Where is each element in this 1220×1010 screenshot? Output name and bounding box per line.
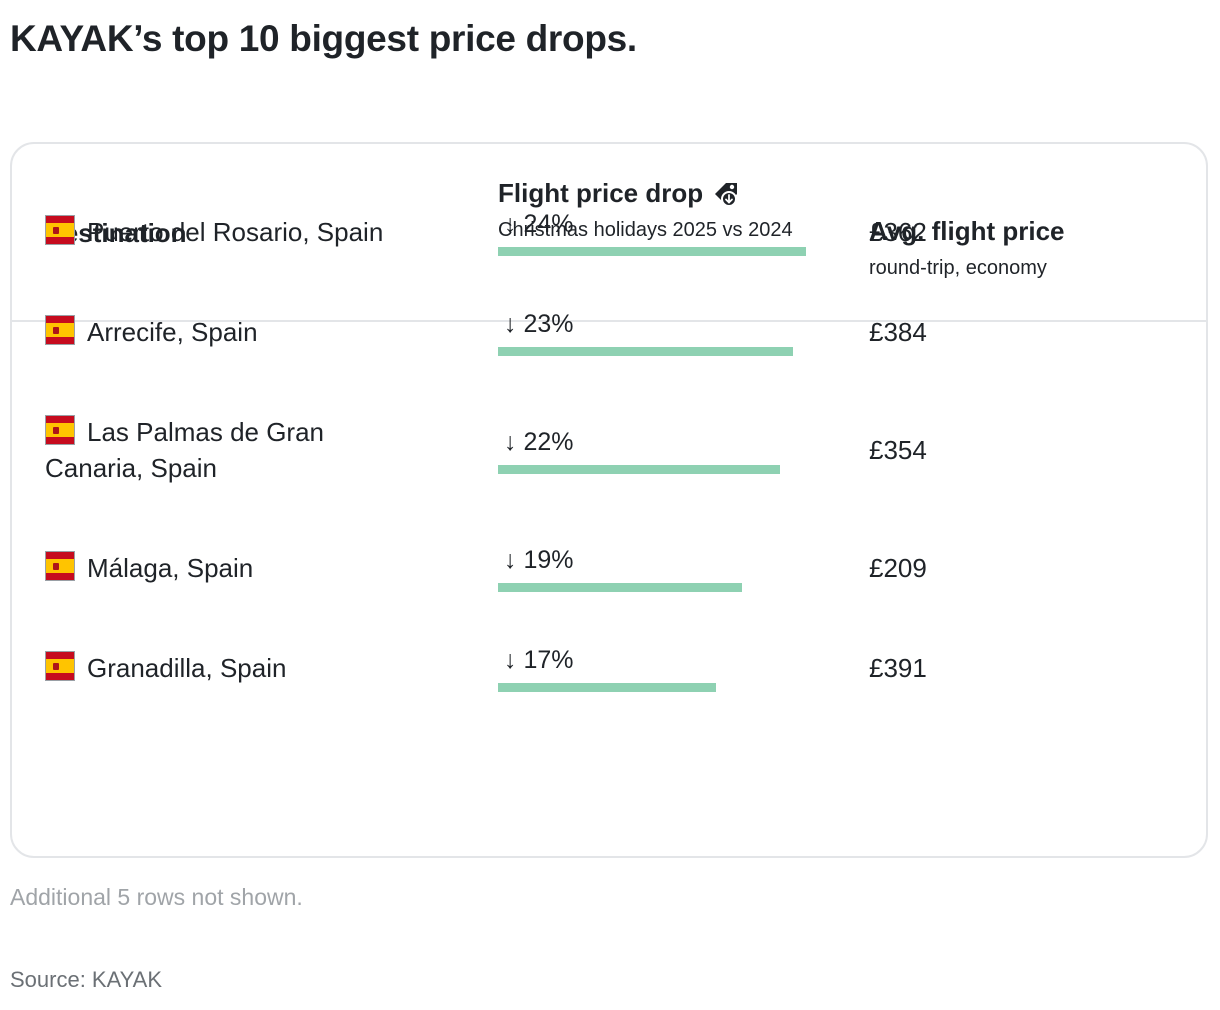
spain-flag-icon xyxy=(45,651,75,681)
price-tag-down-icon xyxy=(711,179,741,209)
avg-price-header-title: Avg. flight price xyxy=(869,216,1065,246)
destination-name: Arrecife, Spain xyxy=(87,317,258,347)
price-drop-bar xyxy=(498,583,742,592)
price-drop-cell: ↓ 24% xyxy=(498,209,806,256)
price-drop-bar xyxy=(498,247,806,256)
price-drop-label: ↓ 22% xyxy=(504,428,574,456)
price-drop-header-title-row: Flight price drop xyxy=(498,178,798,209)
destination-name: Granadilla, Spain xyxy=(87,653,287,683)
price-drop-bar xyxy=(498,347,793,356)
price-drop-label: ↓ 24% xyxy=(504,210,574,238)
price-drop-column-header: Flight price drop Christmas holidays 202… xyxy=(498,178,798,249)
destination-cell: Las Palmas de Gran Canaria, Spain xyxy=(45,414,415,486)
spain-flag-icon xyxy=(45,551,75,581)
table-header: Destination Flight price drop Christmas … xyxy=(12,144,1206,322)
avg-price-header-subtitle: round-trip, economy xyxy=(869,257,1047,279)
price-drop-label: ↓ 23% xyxy=(504,310,574,338)
price-drop-cell: ↓ 17% xyxy=(498,645,716,692)
price-drop-cell: ↓ 23% xyxy=(498,309,793,356)
destination-cell: Granadilla, Spain xyxy=(45,650,415,686)
price-drop-header-subtitle: Christmas holidays 2025 vs 2024 xyxy=(498,219,793,241)
price-drop-cell: ↓ 19% xyxy=(498,545,742,592)
price-drop-label: ↓ 17% xyxy=(504,646,574,674)
table-card: Destination Flight price drop Christmas … xyxy=(10,142,1208,858)
price-drop-cell: ↓ 22% xyxy=(498,427,780,474)
source-note: Source: KAYAK xyxy=(10,967,163,992)
destination-cell: Arrecife, Spain xyxy=(45,314,415,350)
price-drop-bar xyxy=(498,465,780,474)
avg-price-cell: £391 xyxy=(869,653,927,683)
spain-flag-icon xyxy=(45,315,75,345)
price-drop-label: ↓ 19% xyxy=(504,546,574,574)
rows-hidden-note: Additional 5 rows not shown. xyxy=(10,884,303,910)
avg-price-cell: £362 xyxy=(869,217,927,247)
destination-name: Puerto del Rosario, Spain xyxy=(87,217,384,247)
avg-price-column-header: Avg. flight price round-trip, economy xyxy=(869,216,1065,280)
spain-flag-icon xyxy=(45,215,75,245)
chart-title: KAYAK’s top 10 biggest price drops. xyxy=(10,18,637,59)
destination-cell: Puerto del Rosario, Spain xyxy=(45,214,415,250)
spain-flag-icon xyxy=(45,415,75,445)
price-drop-bar xyxy=(498,683,716,692)
destination-cell: Málaga, Spain xyxy=(45,550,415,586)
avg-price-cell: £384 xyxy=(869,317,927,347)
destination-name: Málaga, Spain xyxy=(87,553,254,583)
price-drop-header-title: Flight price drop xyxy=(498,178,704,208)
avg-price-cell: £209 xyxy=(869,553,927,583)
destination-name: Las Palmas de Gran Canaria, Spain xyxy=(45,417,325,483)
avg-price-cell: £354 xyxy=(869,435,927,465)
